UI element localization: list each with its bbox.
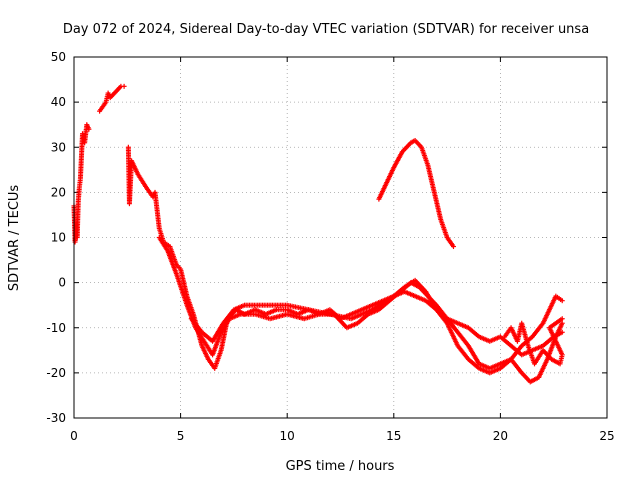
y-axis-label: SDTVAR / TECUs <box>7 185 22 292</box>
data-points <box>71 83 565 385</box>
data-point-arc-2 <box>121 83 127 89</box>
y-tick-label: 50 <box>51 50 66 64</box>
x-tick-label: 5 <box>177 429 185 443</box>
x-tick-label: 20 <box>493 429 508 443</box>
x-axis-label: GPS time / hours <box>286 459 395 474</box>
x-tick-label: 0 <box>70 429 78 443</box>
x-tick-label: 15 <box>386 429 401 443</box>
y-tick-label: -20 <box>46 366 66 380</box>
plot-frame <box>73 56 608 419</box>
y-tick-label: 40 <box>51 95 66 109</box>
chart-title: Day 072 of 2024, Sidereal Day-to-day VTE… <box>63 22 589 37</box>
data-point-arc-3 <box>559 329 565 335</box>
y-tick-label: 30 <box>51 140 66 154</box>
y-tick-label: -10 <box>46 321 66 335</box>
data-point-arc-5 <box>559 298 565 304</box>
y-tick-label: 10 <box>51 231 66 245</box>
x-axis-ticks: 0 5 10 15 20 25 <box>70 57 615 443</box>
data-point-arc-4 <box>559 320 565 326</box>
data-point-arc-6 <box>559 316 565 322</box>
x-tick-label: 10 <box>280 429 295 443</box>
y-tick-label: 0 <box>58 276 66 290</box>
data-point-arc-1 <box>86 126 92 132</box>
x-tick-label: 25 <box>599 429 614 443</box>
data-point-arc-7 <box>450 244 456 250</box>
y-tick-label: 20 <box>51 185 66 199</box>
y-tick-label: -30 <box>46 411 66 425</box>
